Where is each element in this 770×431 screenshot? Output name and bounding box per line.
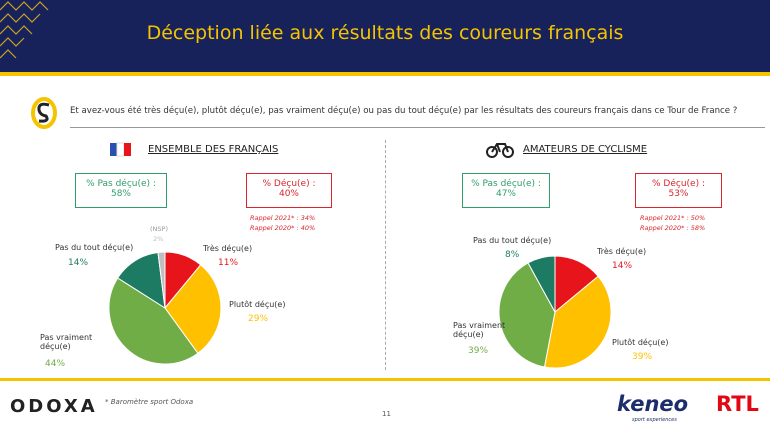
page-number: 11 bbox=[382, 410, 391, 418]
title: Déception liée aux résultats des coureur… bbox=[146, 22, 624, 44]
header-pattern bbox=[0, 1, 49, 59]
chart-title: AMATEURS DE CYCLISME bbox=[523, 144, 648, 155]
question-rule bbox=[70, 127, 765, 128]
recall: Rappel 2021* : 50% bbox=[640, 214, 706, 222]
question-icon bbox=[31, 97, 57, 129]
slice-value: 8% bbox=[505, 250, 520, 260]
slice-value: 39% bbox=[632, 352, 653, 362]
header-band bbox=[0, 0, 770, 72]
slice-value: 2% bbox=[153, 235, 164, 243]
summary-box: % Déçu(e) :53% bbox=[635, 173, 722, 208]
slice-value: 14% bbox=[612, 261, 633, 271]
pie-slice bbox=[527, 255, 556, 313]
chart-title: ENSEMBLE DES FRANÇAIS bbox=[148, 144, 279, 155]
summary-box: % Pas déçu(e) :58% bbox=[75, 173, 167, 208]
header-rule bbox=[0, 72, 770, 76]
recall: Rappel 2020* : 40% bbox=[250, 224, 316, 232]
slice-value: 44% bbox=[45, 359, 66, 369]
pie-slice bbox=[164, 264, 222, 355]
media-logo: RTL bbox=[716, 392, 759, 416]
summary-value: 40% bbox=[278, 189, 299, 199]
question: Et avez-vous été très déçu(e), plutôt dé… bbox=[70, 106, 738, 116]
summary-value: 58% bbox=[110, 189, 131, 199]
pie-slice bbox=[108, 277, 199, 365]
slice-label: Pas vraiment déçu(e) bbox=[40, 333, 93, 351]
recall: Rappel 2021* : 34% bbox=[250, 214, 316, 222]
slice-label: Pas du tout déçu(e) bbox=[55, 243, 134, 252]
slice-label: Pas vraiment déçu(e) bbox=[453, 321, 506, 339]
slice-label: (NSP) bbox=[150, 225, 168, 233]
summary-box: % Déçu(e) :40% bbox=[246, 173, 332, 208]
summary-label: % Pas déçu(e) : bbox=[86, 179, 156, 189]
slice-value: 11% bbox=[218, 258, 239, 268]
slice-label: Pas du tout déçu(e) bbox=[473, 236, 552, 245]
slice-value: 14% bbox=[68, 258, 89, 268]
summary-label: % Déçu(e) : bbox=[652, 179, 705, 189]
summary-value: 53% bbox=[668, 189, 689, 199]
brand-logo: ODOXA bbox=[10, 396, 98, 417]
pie-slice bbox=[157, 251, 166, 309]
slice-value: 29% bbox=[248, 314, 269, 324]
partner-tagline: sport experiences bbox=[632, 417, 677, 423]
summary-label: % Pas déçu(e) : bbox=[471, 179, 541, 189]
flag-icon bbox=[110, 142, 131, 157]
summary-value: 47% bbox=[495, 189, 516, 199]
divider bbox=[385, 140, 386, 370]
slice-label: Plutôt déçu(e) bbox=[612, 338, 669, 347]
summary-label: % Déçu(e) : bbox=[262, 179, 316, 189]
slice-label: Très déçu(e) bbox=[203, 244, 253, 253]
slice-label: Très déçu(e) bbox=[597, 247, 647, 256]
footer-rule bbox=[0, 378, 770, 381]
summary-box: % Pas déçu(e) :47% bbox=[462, 173, 550, 208]
partner-logo: keneo bbox=[617, 392, 689, 416]
pie-slice bbox=[543, 275, 612, 369]
bike-icon bbox=[486, 143, 514, 158]
footnote: * Baromètre sport Odoxa bbox=[105, 398, 194, 406]
slice-value: 39% bbox=[468, 346, 489, 356]
pie-slice bbox=[498, 262, 556, 368]
slice-label: Plutôt déçu(e) bbox=[229, 300, 286, 309]
recall: Rappel 2020* : 58% bbox=[640, 224, 706, 232]
